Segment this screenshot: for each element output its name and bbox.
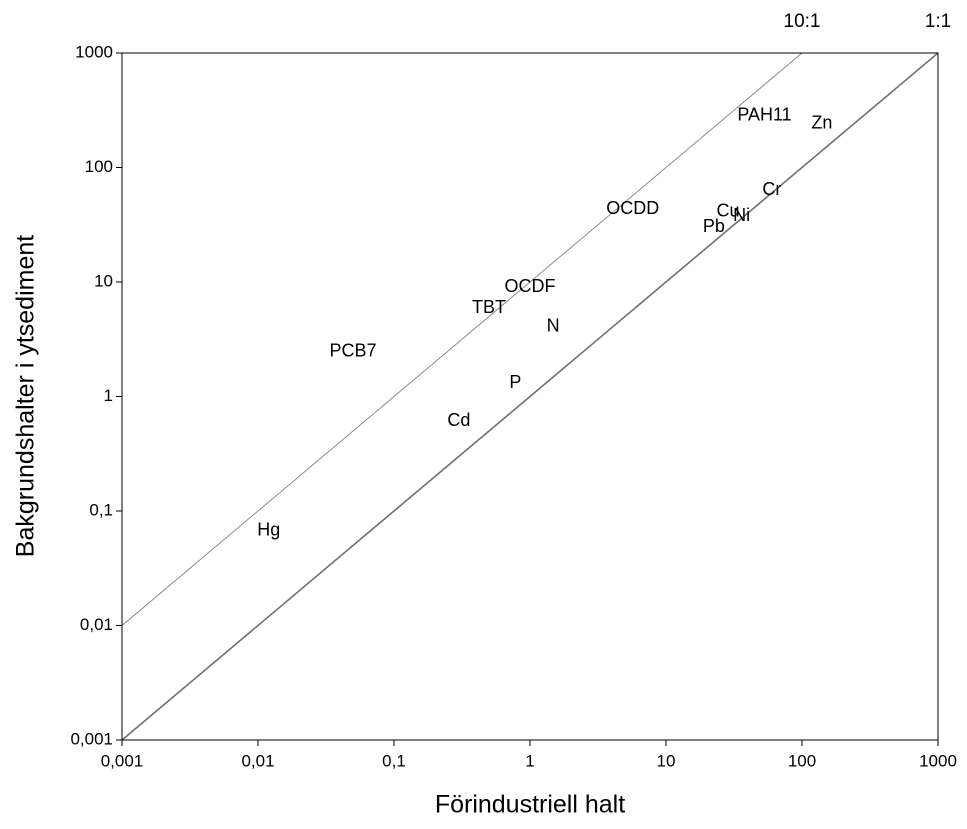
y-tick-label: 0,001	[70, 729, 113, 748]
point-label: N	[547, 316, 560, 336]
point-label: OCDD	[606, 198, 659, 218]
point-label: Cu	[717, 201, 740, 221]
point-label: Cd	[447, 410, 470, 430]
point-label: Hg	[257, 520, 280, 540]
x-tick-label: 0,001	[101, 751, 144, 770]
reference-line	[121, 52, 939, 741]
point-label: Cr	[762, 179, 781, 199]
x-axis-label: Förindustriell halt	[435, 791, 625, 819]
point-label: Ni	[733, 205, 750, 225]
y-tick-label: 0,1	[89, 500, 113, 519]
x-tick-label: 100	[788, 751, 816, 770]
point-label: TBT	[472, 297, 506, 317]
point-label: Zn	[811, 113, 832, 133]
reference-line-label: 10:1	[784, 11, 821, 32]
reference-line-label: 1:1	[925, 11, 951, 32]
point-label: OCDF	[505, 276, 556, 296]
y-tick-label: 1	[104, 386, 113, 405]
reference-line	[121, 52, 803, 626]
x-tick-label: 1	[525, 751, 534, 770]
point-label: PCB7	[330, 341, 377, 361]
y-tick-label: 1000	[75, 42, 113, 61]
y-tick-label: 0,01	[80, 615, 113, 634]
x-tick-label: 10	[657, 751, 676, 770]
x-tick-label: 1000	[919, 751, 957, 770]
x-tick-label: 0,01	[241, 751, 274, 770]
point-label: Pb	[703, 216, 725, 236]
y-tick-label: 100	[85, 157, 113, 176]
y-tick-label: 10	[94, 271, 113, 290]
point-label: PAH11	[737, 105, 791, 125]
x-tick-label: 0,1	[382, 751, 406, 770]
point-label: P	[509, 372, 521, 392]
y-axis-label: Bakgrundshalter i ytsediment	[12, 235, 40, 557]
